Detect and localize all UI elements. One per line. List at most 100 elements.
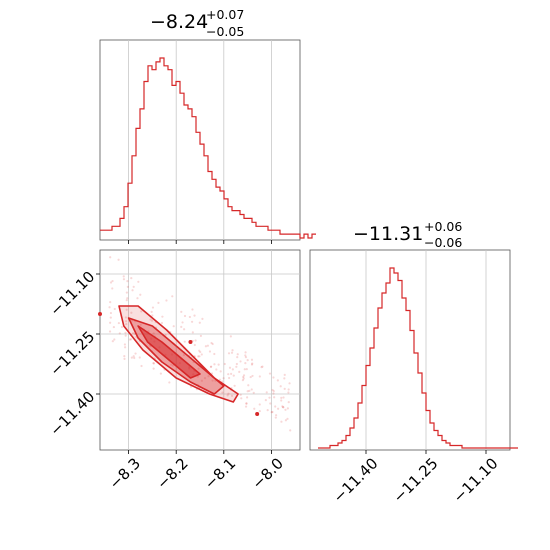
scatter-point <box>252 391 255 394</box>
scatter-point <box>246 358 249 362</box>
panel-title-value: −11.31 <box>353 223 423 245</box>
scatter-point <box>124 316 127 319</box>
panel-title-minus: −0.05 <box>206 24 244 39</box>
scatter-point <box>283 373 286 376</box>
contour-level <box>118 305 239 403</box>
outlier-point <box>188 340 193 344</box>
scatter-point <box>244 354 247 357</box>
scatter-point <box>109 321 112 324</box>
scatter-point <box>223 362 226 366</box>
scatter-point <box>160 321 164 325</box>
scatter-point <box>282 396 285 399</box>
scatter-point <box>182 353 185 357</box>
x-tick-label: −11.25 <box>390 454 442 506</box>
scatter-point <box>169 363 173 366</box>
scatter-point <box>108 306 111 309</box>
scatter-point <box>193 343 196 347</box>
scatter-point <box>261 365 264 368</box>
scatter-point <box>203 377 207 380</box>
scatter-point <box>268 396 271 399</box>
panel-frame <box>309 249 511 451</box>
scatter-point <box>126 280 129 283</box>
scatter-point <box>191 331 194 334</box>
scatter-point <box>120 325 124 329</box>
scatter-point <box>242 375 245 379</box>
scatter-point <box>125 299 128 302</box>
scatter-point <box>230 372 233 375</box>
scatter-point <box>272 392 275 395</box>
y-tick-label: −11.25 <box>46 328 98 380</box>
contour-levels <box>98 305 260 416</box>
scatter-point <box>198 321 201 324</box>
scatter-point <box>289 429 292 432</box>
scatter-point <box>118 332 121 335</box>
scatter-point <box>130 356 133 359</box>
scatter-point <box>207 375 210 378</box>
scatter-point <box>244 351 247 354</box>
scatter-point <box>280 396 283 399</box>
panel-title-minus: −0.06 <box>424 235 462 250</box>
scatter-point <box>227 373 230 376</box>
scatter-point <box>123 357 126 360</box>
scatter-point <box>272 376 275 379</box>
scatter-point <box>228 366 232 369</box>
scatter-point <box>287 391 290 394</box>
scatter-point <box>226 394 229 397</box>
scatter-point <box>150 310 153 313</box>
scatter-point <box>241 379 245 382</box>
scatter-point <box>139 323 142 326</box>
scatter-point <box>230 394 234 397</box>
scatter-point <box>240 397 243 400</box>
scatter-point <box>134 352 137 355</box>
y-tick-labels: −11.10 −11.25 −11.40 <box>46 268 98 440</box>
scatter-point <box>126 297 129 300</box>
scatter-point <box>251 362 254 365</box>
scatter-point <box>198 355 201 358</box>
scatter-point <box>171 364 174 367</box>
scatter-point <box>242 377 245 380</box>
scatter-point <box>140 364 143 368</box>
scatter-point <box>125 322 128 326</box>
histogram-panel-log-second: −11.40 −11.25 −11.10 −11.31 +0.06 −0.06 <box>309 219 518 506</box>
scatter-point <box>130 311 133 314</box>
scatter-point <box>183 314 187 318</box>
scatter-point <box>180 325 183 328</box>
scatter-point <box>132 285 135 288</box>
scatter-point <box>230 351 234 354</box>
scatter-point <box>245 368 248 371</box>
scatter-contour-panel: −8.3 −8.2 −8.1 −8.0 −11.10 −11.25 −11.40 <box>46 249 301 493</box>
scatter-point <box>219 370 222 373</box>
contour-level <box>137 325 201 379</box>
scatter-point <box>122 278 126 281</box>
x-tick-labels: −11.40 −11.25 −11.10 <box>330 454 502 506</box>
scatter-point <box>242 374 246 377</box>
scatter-point <box>197 355 200 358</box>
scatter-point <box>108 330 112 333</box>
scatter-point <box>271 388 274 392</box>
scatter-point <box>128 338 132 341</box>
scatter-point <box>227 352 231 355</box>
scatter-point <box>236 356 239 359</box>
scatter-point <box>251 374 254 378</box>
scatter-point <box>231 349 234 352</box>
scatter-point <box>133 356 136 360</box>
scatter-point <box>250 388 253 391</box>
scatter-point <box>152 362 155 365</box>
scatter-point <box>125 291 128 294</box>
scatter-point <box>151 306 155 309</box>
scatter-point <box>287 388 290 391</box>
scatter-point <box>131 332 135 335</box>
panel-frame <box>99 249 301 451</box>
y-tick-label: −11.10 <box>46 268 98 320</box>
scatter-point <box>183 340 186 343</box>
x-tick-label: −8.0 <box>248 454 286 492</box>
scatter-point <box>183 328 186 331</box>
scatter-point <box>109 281 113 284</box>
scatter-point <box>188 315 191 319</box>
scatter-point <box>246 390 249 393</box>
outlier-point <box>98 312 102 316</box>
x-tick-labels: −8.3 −8.2 −8.1 −8.0 <box>106 454 287 492</box>
scatter-point <box>152 367 155 370</box>
scatter-point <box>125 308 128 311</box>
scatter-point <box>211 379 214 382</box>
